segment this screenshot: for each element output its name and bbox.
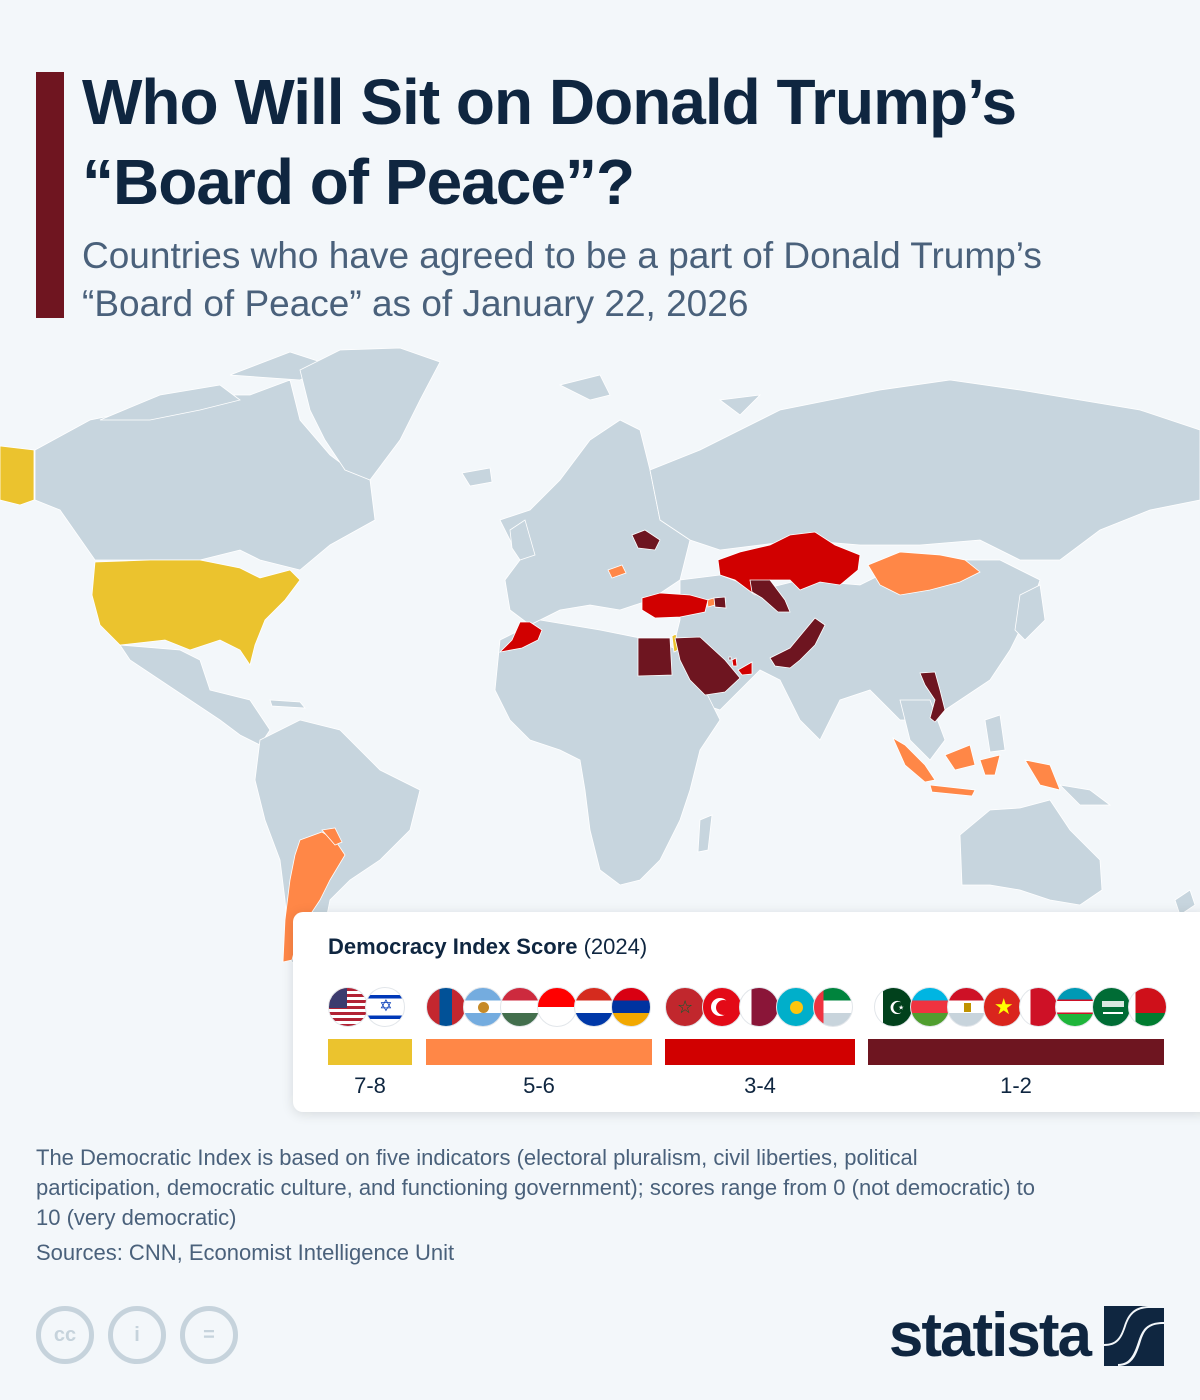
country-mongolia: [867, 551, 981, 596]
flag-vietnam-icon: ★: [982, 987, 1022, 1027]
flag-row: ☪ ★: [868, 985, 1167, 1029]
country-vietnam: [919, 671, 946, 723]
legend-group-1-2: ☪ ★ 1-2: [868, 985, 1167, 1099]
flag-armenia-icon: [611, 987, 651, 1027]
country-pakistan: [769, 617, 826, 669]
flag-egypt-icon: [946, 987, 986, 1027]
legend-range-label: 1-2: [1000, 1073, 1032, 1098]
flag-qatar-icon: [739, 987, 779, 1027]
country-qatar: [731, 657, 738, 667]
country-paraguay: [321, 827, 343, 846]
country-egypt: [637, 637, 673, 677]
flag-indonesia-icon: [537, 987, 577, 1027]
region-russia: [649, 379, 1200, 561]
page-title: Who Will Sit on Donald Trump’s “Board of…: [82, 66, 1017, 218]
flag-pakistan-icon: ☪: [874, 987, 914, 1027]
flag-turkey-icon: [702, 987, 742, 1027]
country-indonesia-sumatra: [892, 737, 936, 783]
country-uzbekistan: [749, 579, 791, 613]
country-indonesia-java: [929, 784, 976, 797]
world-map: [0, 340, 1200, 980]
legend-range-label: 5-6: [523, 1073, 555, 1098]
country-indonesia-sulawesi: [979, 754, 1001, 776]
legend-title: Democracy Index Score (2024): [328, 934, 647, 960]
title-accent-bar: [36, 72, 64, 318]
country-morocco: [498, 621, 543, 653]
flag-paraguay-icon: [574, 987, 614, 1027]
flag-uzbekistan-icon: [1055, 987, 1095, 1027]
region-asia: [669, 559, 1041, 741]
statista-logo-mark-icon: [1104, 1305, 1164, 1366]
legend-bar-5-6: [426, 1039, 652, 1065]
flag-bahrain-icon: [1019, 987, 1059, 1027]
country-turkey: [641, 592, 709, 619]
legend-bar-1-2: [868, 1039, 1164, 1065]
flag-saudi-arabia-icon: [1091, 987, 1131, 1027]
legend-panel: Democracy Index Score (2024) ✡ 7-8 5-6 ☆: [293, 912, 1200, 1112]
flag-argentina-icon: [463, 987, 503, 1027]
statista-logo[interactable]: statista: [889, 1300, 1164, 1371]
country-kazakhstan: [717, 531, 861, 596]
country-uae: [737, 661, 753, 676]
country-indonesia-papua: [1024, 759, 1061, 791]
flag-row: ☆: [665, 985, 855, 1029]
statista-logo-text: statista: [888, 1301, 1092, 1370]
country-bahrain: [728, 656, 732, 661]
flag-israel-icon: ✡: [365, 987, 405, 1027]
methodology-note: The Democratic Index is based on five in…: [36, 1145, 1036, 1230]
legend-title-year: (2024): [583, 934, 648, 959]
country-usa-alaska: [0, 445, 35, 506]
flag-belarus-icon: [1127, 987, 1167, 1027]
country-indonesia-borneo: [944, 744, 976, 771]
country-saudi-arabia: [674, 636, 741, 696]
region-greenland: [299, 347, 441, 481]
flag-morocco-icon: ☆: [665, 987, 705, 1027]
attribution-icon[interactable]: i: [108, 1306, 166, 1364]
cc-icon[interactable]: cc: [36, 1306, 94, 1364]
flag-row: [426, 985, 652, 1029]
flag-uae-icon: [813, 987, 853, 1027]
legend-range-label: 7-8: [354, 1073, 386, 1098]
license-icons: cc i =: [36, 1306, 238, 1364]
legend-group-3-4: ☆ 3-4: [665, 985, 855, 1099]
legend-group-5-6: 5-6: [426, 985, 652, 1099]
legend-bar-7-8: [328, 1039, 412, 1065]
legend-bar-3-4: [665, 1039, 855, 1065]
flag-mongolia-icon: [426, 987, 466, 1027]
flag-row: ✡: [328, 985, 412, 1029]
legend-title-text: Democracy Index Score: [328, 934, 578, 959]
country-azerbaijan: [713, 596, 727, 609]
page-subtitle: Countries who have agreed to be a part o…: [82, 235, 1042, 324]
region-australia: [959, 799, 1103, 906]
flag-hungary-icon: [500, 987, 540, 1027]
flag-kazakhstan-icon: [776, 987, 816, 1027]
country-hungary: [607, 564, 627, 579]
flag-united-states-icon: [328, 987, 368, 1027]
country-usa: [91, 559, 301, 666]
flag-azerbaijan-icon: [910, 987, 950, 1027]
no-derivatives-icon[interactable]: =: [180, 1306, 238, 1364]
sources-line: Sources: CNN, Economist Intelligence Uni…: [36, 1240, 455, 1265]
legend-range-label: 3-4: [744, 1073, 776, 1098]
country-belarus: [631, 529, 661, 551]
legend-group-7-8: ✡ 7-8: [328, 985, 412, 1099]
